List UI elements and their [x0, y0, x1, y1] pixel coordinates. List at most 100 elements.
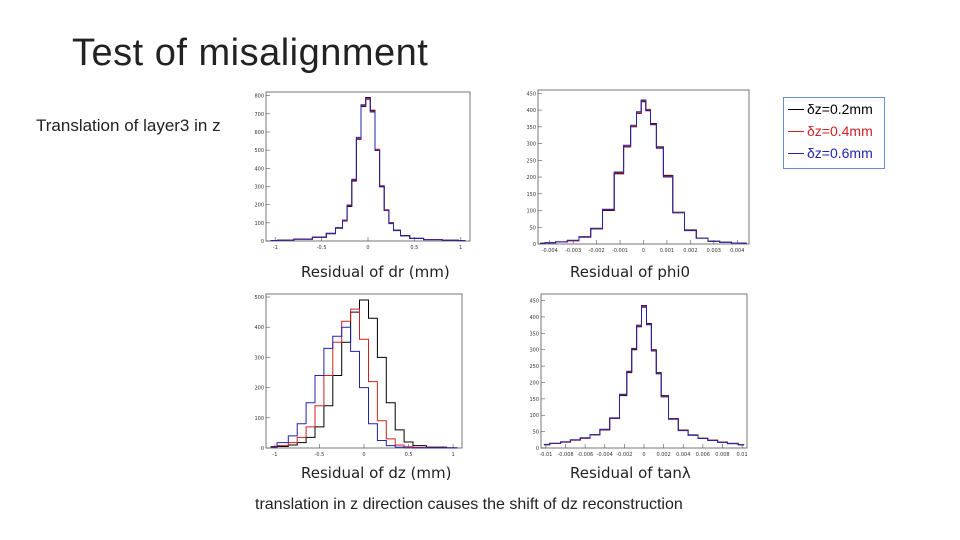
y-tick-label: 400 — [529, 315, 539, 321]
y-tick-label: 350 — [529, 331, 539, 337]
plot-frame — [540, 293, 748, 449]
legend-entry: δz=0.4mm — [784, 120, 884, 142]
series-line — [270, 98, 466, 242]
legend-entry: δz=0.2mm — [784, 98, 884, 120]
chart-dr-svg: 0 100 200 300 400 500 600 700 800 -1 -0.5 0 0.5 1 — [254, 91, 471, 251]
y-tick-label: 150 — [529, 397, 539, 403]
x-tick-label: 0.008 — [715, 452, 729, 458]
y-tick-label: 500 — [254, 148, 264, 154]
plot-dz: 0 100 200 300 400 500 -1 -0.5 0 0.5 1 — [242, 290, 470, 460]
y-tick-label: 800 — [254, 94, 264, 100]
x-tick-label: -0.004 — [597, 452, 613, 458]
y-tick-label: 200 — [526, 175, 536, 181]
x-tick-label: 0 — [642, 452, 645, 458]
y-tick-label: 100 — [526, 209, 536, 215]
y-tick-label: 0 — [261, 239, 264, 245]
y-tick-label: 0 — [261, 446, 264, 452]
x-tick-label: 0 — [642, 248, 645, 254]
x-tick-label: 0.004 — [676, 452, 690, 458]
legend-label: δz=0.6mm — [807, 145, 873, 161]
x-tick-label: -0.006 — [577, 452, 593, 458]
x-tick-label: -1 — [273, 245, 278, 251]
x-tick-label: 1 — [459, 245, 462, 251]
legend-entry: δz=0.6mm — [784, 142, 884, 164]
y-tick-label: 300 — [526, 142, 536, 148]
y-tick-label: 250 — [526, 158, 536, 164]
plot-tanl: 0 50 100 150 200 250 300 350 400 450 -0.01 -0.008 -0… — [515, 290, 755, 462]
plot-phi0: 0 50 100 150 200 250 300 350 400 450 -0.004 -0.003 -… — [512, 86, 757, 256]
bottom-note: translation in z direction causes the sh… — [255, 496, 683, 513]
y-tick-label: 700 — [254, 112, 264, 118]
legend: δz=0.2mm δz=0.4mm δz=0.6mm — [783, 97, 885, 169]
y-tick-label: 500 — [254, 295, 264, 301]
legend-label: δz=0.4mm — [807, 123, 873, 139]
x-tick-label: 0.002 — [683, 248, 697, 254]
legend-swatch — [788, 108, 804, 110]
y-tick-label: 0 — [536, 446, 539, 452]
y-tick-label: 300 — [254, 355, 264, 361]
series-line — [270, 299, 458, 449]
x-tick-label: -0.002 — [616, 452, 632, 458]
y-tick-label: 450 — [529, 299, 539, 305]
y-tick-label: 400 — [526, 108, 536, 114]
x-tick-label: 0.004 — [730, 248, 744, 254]
plot-frame — [265, 293, 463, 449]
x-tick-label: 0 — [366, 245, 369, 251]
x-tick-label: 0.001 — [660, 248, 674, 254]
x-tick-label: -0.01 — [539, 452, 552, 458]
caption-phi0: Residual of phi0 — [570, 263, 691, 281]
caption-dz: Residual of dz (mm) — [301, 464, 452, 482]
y-tick-label: 400 — [254, 325, 264, 331]
y-tick-label: 50 — [533, 430, 539, 436]
x-tick-label: 0.01 — [737, 452, 748, 458]
slide-title: Test of misalignment — [72, 32, 429, 74]
chart-tanl-svg: 0 50 100 150 200 250 300 350 400 450 -0.01 -0.008 -0… — [529, 293, 748, 458]
y-tick-label: 150 — [526, 192, 536, 198]
series-line — [270, 326, 458, 449]
y-tick-label: 250 — [529, 364, 539, 370]
y-tick-label: 600 — [254, 130, 264, 136]
y-tick-label: 200 — [529, 380, 539, 386]
y-tick-label: 100 — [254, 221, 264, 227]
y-tick-label: 350 — [526, 125, 536, 131]
slide-subtitle: Translation of layer3 in z — [36, 116, 221, 135]
y-tick-label: 200 — [254, 203, 264, 209]
caption-dr: Residual of dr (mm) — [301, 263, 450, 281]
y-tick-label: 200 — [254, 386, 264, 392]
x-tick-label: 0.006 — [696, 452, 710, 458]
plot-dr: 0 100 200 300 400 500 600 700 800 -1 -0.5 0 0.5 1 — [238, 88, 478, 253]
x-tick-label: -0.5 — [317, 245, 327, 251]
x-tick-label: -0.003 — [565, 248, 581, 254]
y-tick-label: 450 — [526, 91, 536, 97]
y-tick-label: 50 — [530, 225, 536, 231]
legend-swatch — [788, 152, 804, 154]
series-line — [543, 305, 745, 446]
series-line — [540, 99, 747, 244]
x-tick-label: 0.5 — [410, 245, 418, 251]
caption-tanl: Residual of tanλ — [570, 464, 691, 482]
legend-label: δz=0.2mm — [807, 101, 873, 117]
y-tick-label: 300 — [529, 348, 539, 354]
x-tick-label: -0.001 — [612, 248, 628, 254]
x-tick-label: -0.5 — [315, 452, 325, 458]
chart-dz-svg: 0 100 200 300 400 500 -1 -0.5 0 0.5 1 — [254, 293, 463, 458]
x-tick-label: 0.003 — [707, 248, 721, 254]
plot-frame — [265, 91, 471, 242]
chart-phi0-svg: 0 50 100 150 200 250 300 350 400 450 -0.004 -0.003 -… — [526, 89, 750, 254]
y-tick-label: 100 — [254, 416, 264, 422]
x-tick-label: -0.008 — [557, 452, 573, 458]
x-tick-label: 0.5 — [405, 452, 413, 458]
x-tick-label: 0.002 — [656, 452, 670, 458]
x-tick-label: -0.004 — [542, 248, 558, 254]
x-tick-label: -1 — [272, 452, 277, 458]
x-tick-label: 0 — [362, 452, 365, 458]
x-tick-label: -0.002 — [589, 248, 605, 254]
plot-frame — [537, 89, 750, 245]
y-tick-label: 100 — [529, 413, 539, 419]
y-tick-label: 300 — [254, 184, 264, 190]
y-tick-label: 400 — [254, 166, 264, 172]
x-tick-label: 1 — [451, 452, 454, 458]
y-tick-label: 0 — [533, 242, 536, 248]
series-line — [270, 308, 458, 449]
legend-swatch — [788, 130, 804, 132]
